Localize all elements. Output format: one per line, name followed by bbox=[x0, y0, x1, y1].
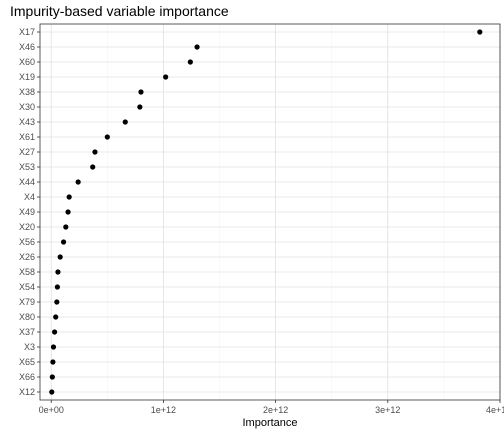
y-tick-label: X38 bbox=[19, 87, 35, 97]
y-tick-label: X49 bbox=[19, 207, 35, 217]
data-point-x26 bbox=[57, 254, 63, 260]
y-tick-label: X3 bbox=[24, 342, 35, 352]
y-tick-label: X17 bbox=[19, 27, 35, 37]
data-point-x79 bbox=[54, 299, 60, 305]
y-tick-label: X44 bbox=[19, 177, 35, 187]
data-point-x54 bbox=[54, 284, 60, 290]
data-point-x61 bbox=[104, 134, 110, 140]
data-point-x80 bbox=[53, 314, 59, 320]
y-tick-label: X80 bbox=[19, 312, 35, 322]
y-tick-label: X53 bbox=[19, 162, 35, 172]
data-point-x60 bbox=[187, 59, 193, 65]
x-axis-ticks: 0e+00 1e+12 2e+12 3e+12 4e+12 bbox=[39, 400, 504, 415]
data-point-x44 bbox=[75, 179, 81, 185]
x-axis-label: Importance bbox=[242, 417, 297, 429]
y-tick-label: X30 bbox=[19, 102, 35, 112]
y-tick-label: X20 bbox=[19, 222, 35, 232]
data-point-x43 bbox=[122, 119, 128, 125]
y-tick-label: X65 bbox=[19, 357, 35, 367]
x-tick-label: 4e+12 bbox=[486, 405, 504, 415]
data-point-x12 bbox=[49, 389, 55, 395]
data-point-x56 bbox=[60, 239, 67, 245]
y-axis-ticks: X17 X46 X60 X19 X38 X30 X43 X61 X27 X53 X44 X4 X49 X2… bbox=[19, 27, 40, 397]
data-point-x65 bbox=[50, 359, 56, 365]
data-points bbox=[49, 29, 483, 395]
x-tick-label: 3e+12 bbox=[375, 405, 400, 415]
data-point-x53 bbox=[90, 164, 96, 170]
y-tick-label: X37 bbox=[19, 327, 35, 337]
data-point-x49 bbox=[65, 209, 71, 215]
plot-panel bbox=[39, 23, 501, 401]
grid-lines bbox=[40, 24, 501, 400]
data-point-x30 bbox=[137, 104, 143, 110]
y-tick-label: X26 bbox=[19, 252, 35, 262]
y-tick-label: X60 bbox=[19, 57, 35, 67]
y-tick-label: X56 bbox=[19, 237, 35, 247]
data-point-x46 bbox=[194, 44, 200, 50]
data-point-x4 bbox=[66, 194, 72, 200]
y-tick-label: X61 bbox=[19, 132, 35, 142]
y-tick-label: X58 bbox=[19, 267, 35, 277]
y-tick-label: X54 bbox=[19, 282, 35, 292]
chart-title: Impurity-based variable importance bbox=[10, 3, 229, 19]
y-tick-label: X12 bbox=[19, 387, 35, 397]
x-tick-label: 0e+00 bbox=[39, 405, 64, 415]
data-point-x20 bbox=[63, 224, 69, 230]
y-tick-label: X43 bbox=[19, 117, 35, 127]
y-tick-label: X27 bbox=[19, 147, 35, 157]
y-tick-label: X4 bbox=[24, 192, 35, 202]
x-tick-label: 2e+12 bbox=[263, 405, 288, 415]
data-point-x38 bbox=[138, 89, 144, 95]
data-point-x3 bbox=[50, 344, 57, 350]
x-tick-label: 1e+12 bbox=[151, 405, 176, 415]
data-point-x27 bbox=[92, 149, 98, 155]
data-point-x19 bbox=[163, 74, 169, 80]
y-tick-label: X66 bbox=[19, 372, 35, 382]
y-tick-label: X46 bbox=[19, 42, 35, 52]
data-point-x58 bbox=[55, 269, 61, 275]
data-point-x66 bbox=[49, 374, 55, 380]
y-tick-label: X79 bbox=[19, 297, 35, 307]
data-point-x37 bbox=[51, 329, 58, 335]
y-tick-label: X19 bbox=[19, 72, 35, 82]
data-point-x17 bbox=[477, 29, 483, 35]
